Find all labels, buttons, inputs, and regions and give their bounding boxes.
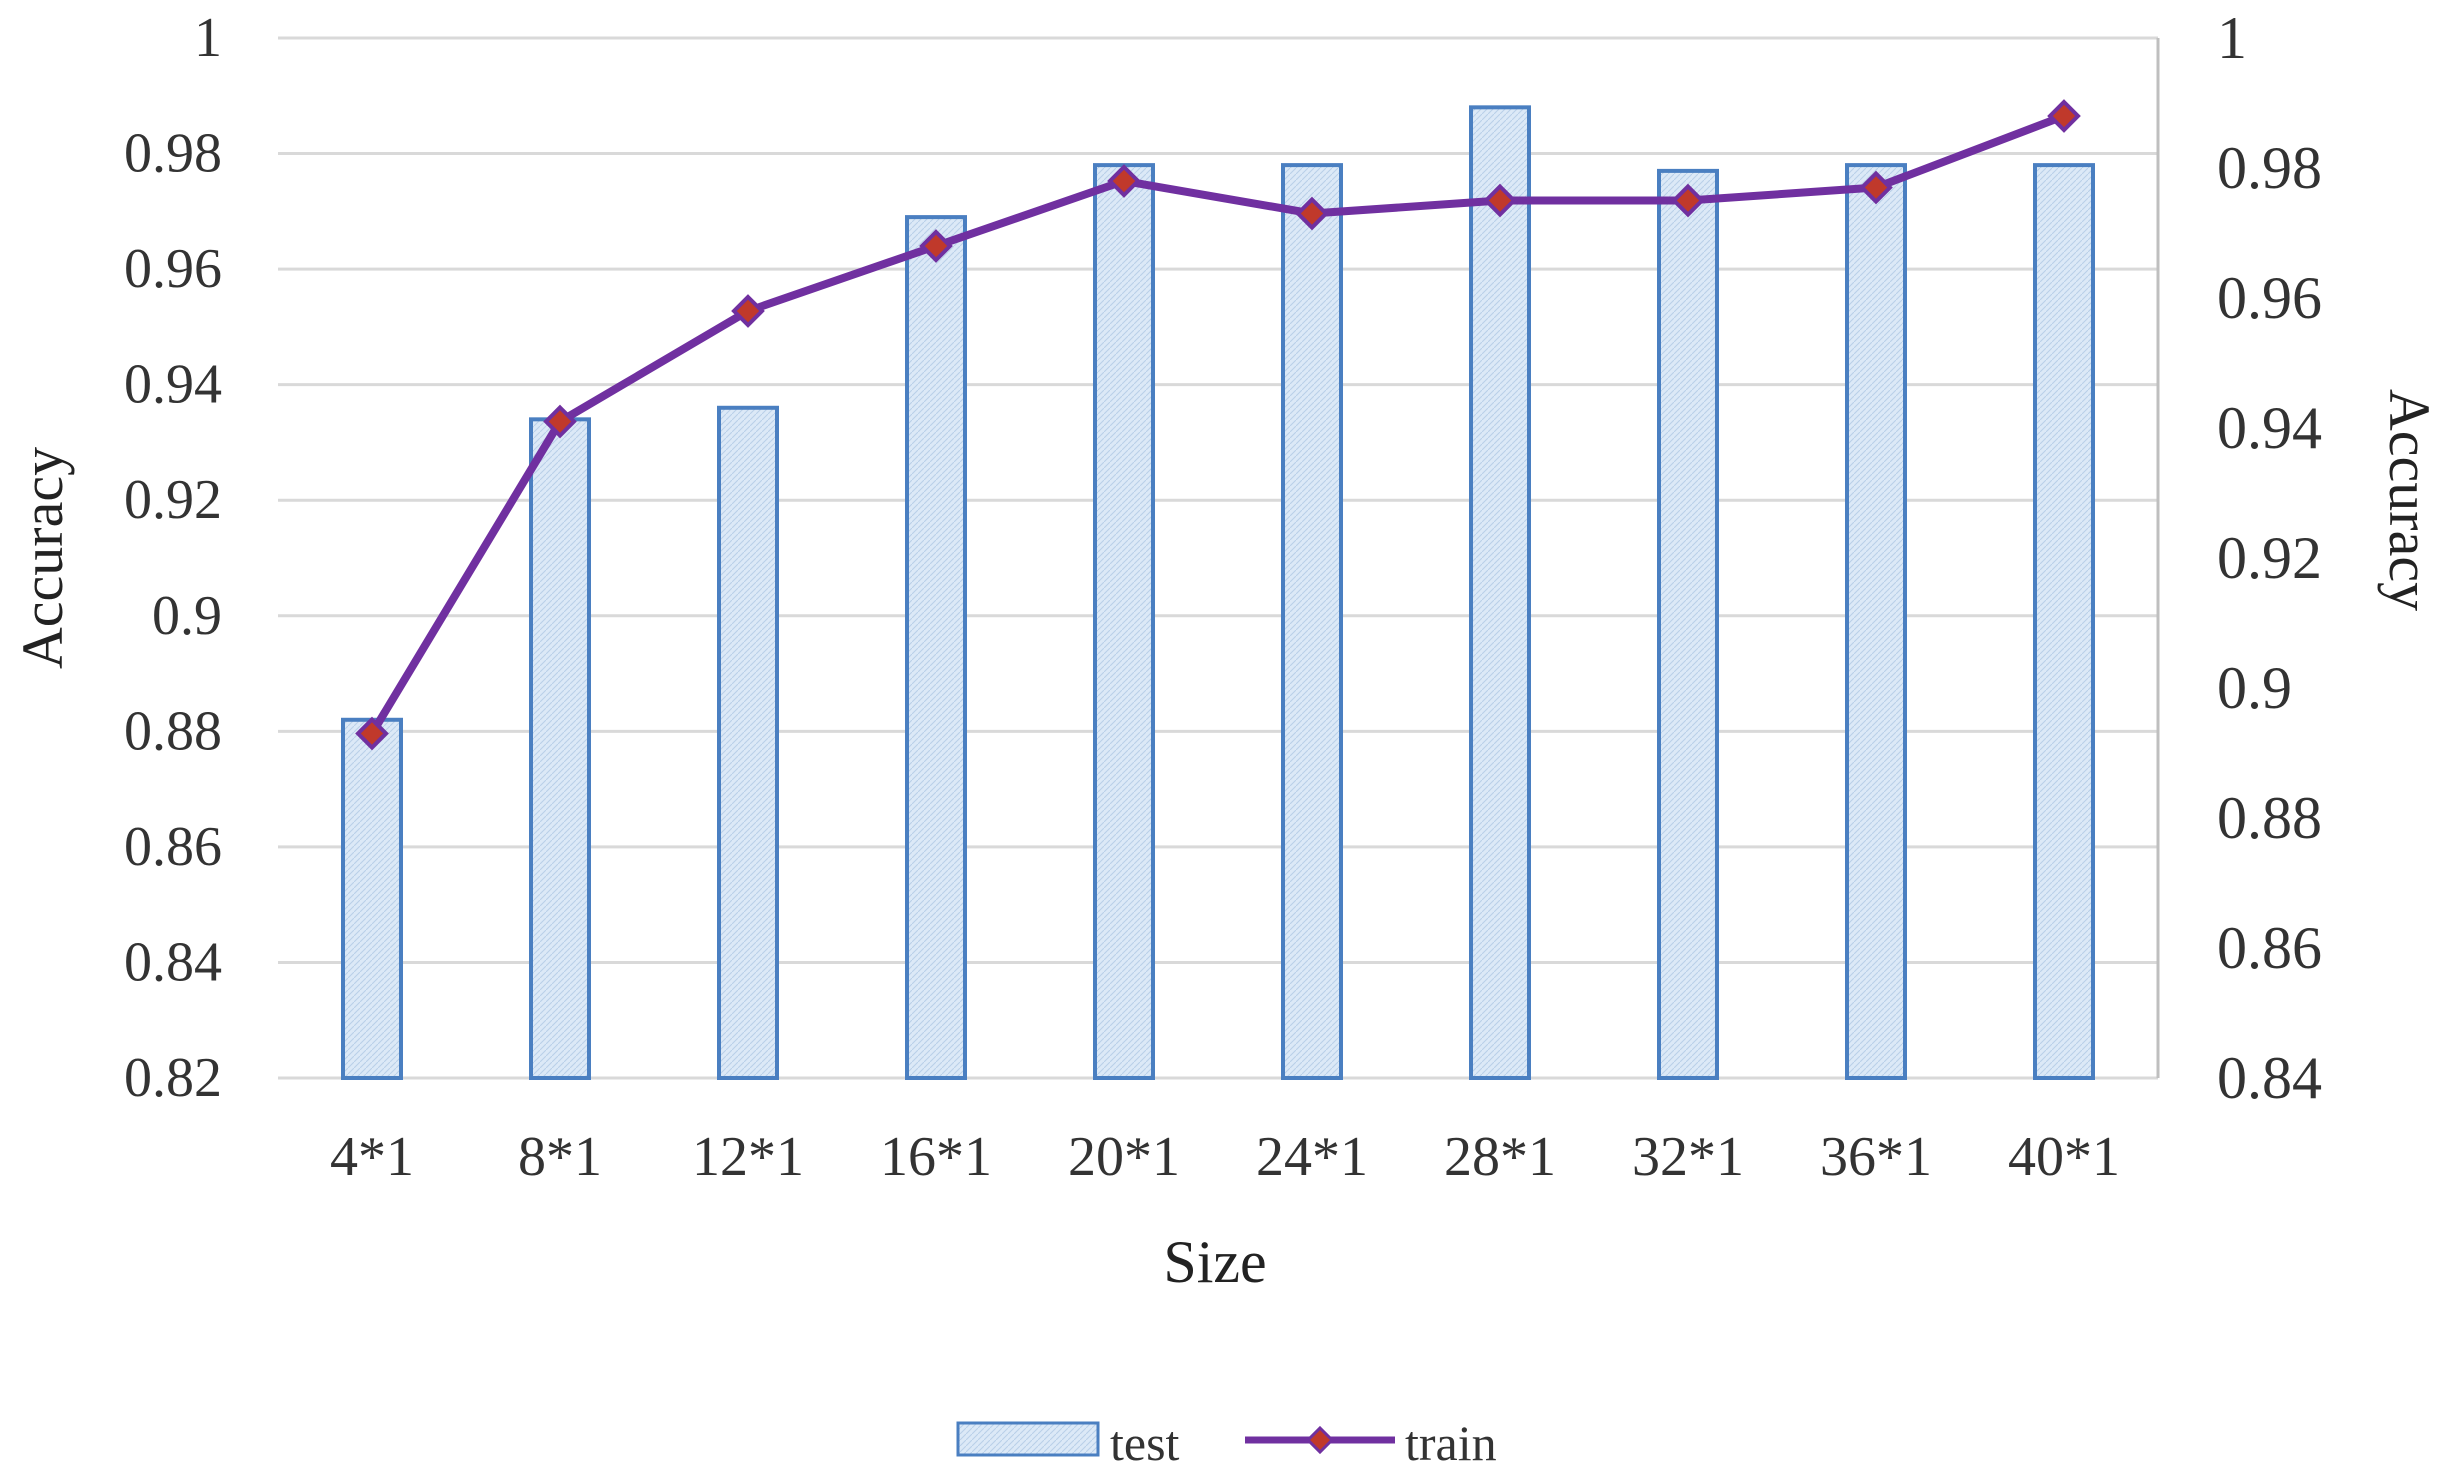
x-tick-label: 40*1 — [2008, 1126, 2120, 1188]
x-tick-label: 4*1 — [330, 1126, 414, 1188]
y-tick-label: 0.9 — [152, 585, 222, 647]
point-train — [355, 716, 389, 751]
y2-axis-title: Accuracy — [2377, 389, 2437, 611]
y-tick-label: 0.98 — [124, 123, 222, 185]
bar-test — [1469, 105, 1531, 1081]
x-tick-label: 32*1 — [1632, 1126, 1744, 1188]
x-tick-label: 16*1 — [880, 1126, 992, 1188]
bar-test — [1093, 163, 1155, 1081]
bar-test — [341, 717, 403, 1080]
point-train — [1671, 183, 1705, 218]
y-tick-label: 0.82 — [124, 1047, 222, 1109]
bar-test — [1657, 168, 1719, 1080]
point-train — [1295, 196, 1329, 231]
y2-tick-label: 0.98 — [2217, 135, 2322, 201]
y2-tick-label: 0.84 — [2217, 1045, 2322, 1111]
x-tick-label: 8*1 — [518, 1126, 602, 1188]
legend-swatch-test — [956, 1421, 1100, 1457]
bar-test — [529, 417, 591, 1081]
y-tick-label: 0.88 — [124, 700, 222, 762]
point-train — [1107, 164, 1141, 198]
legend: test train — [956, 1415, 1497, 1471]
y2-tick-label: 0.96 — [2217, 265, 2322, 331]
line-train — [368, 112, 2066, 736]
y2-tick-label: 0.86 — [2217, 915, 2322, 981]
point-train — [543, 404, 577, 439]
bar-test — [2033, 163, 2095, 1081]
bar-test — [1845, 163, 1907, 1081]
y2-tick-label: 0.88 — [2217, 785, 2322, 851]
y-tick-label: 1 — [194, 7, 222, 69]
y-tick-label: 0.96 — [124, 238, 222, 300]
axes: 0.82 0.84 0.86 0.88 0.9 0.92 0.94 0.96 0.98 1 0.84… — [124, 5, 2322, 1188]
legend-label-test: test — [1110, 1415, 1180, 1471]
point-train — [1483, 183, 1517, 218]
x-tick-label: 24*1 — [1256, 1126, 1368, 1188]
test-bars — [341, 105, 2095, 1081]
y2-tick-label: 1 — [2217, 5, 2247, 71]
gridlines — [278, 36, 2158, 1080]
x-tick-label: 36*1 — [1820, 1126, 1932, 1188]
y-tick-label: 0.84 — [124, 931, 222, 993]
y2-tick-label: 0.92 — [2217, 525, 2322, 591]
y-tick-label: 0.94 — [124, 354, 222, 416]
y2-tick-label: 0.94 — [2217, 395, 2322, 461]
x-tick-label: 20*1 — [1068, 1126, 1180, 1188]
y-tick-label: 0.86 — [124, 816, 222, 878]
x-axis-title: Size — [1163, 1229, 1266, 1295]
point-train — [2047, 99, 2081, 133]
y-axis-title: Accuracy — [10, 447, 75, 669]
point-train — [1859, 170, 1893, 205]
y2-tick-label: 0.9 — [2217, 655, 2292, 721]
point-train — [919, 229, 953, 263]
bar-test — [717, 405, 779, 1080]
bar-test — [1281, 163, 1343, 1081]
bar-test — [905, 215, 967, 1081]
legend-swatch-train-marker — [1305, 1425, 1335, 1455]
legend-label-train: train — [1405, 1415, 1497, 1471]
x-tick-label: 28*1 — [1444, 1126, 1556, 1188]
point-train — [731, 294, 765, 328]
x-tick-label: 12*1 — [692, 1126, 804, 1188]
train-line — [355, 99, 2081, 751]
y-tick-label: 0.92 — [124, 469, 222, 531]
axis-labels: Accuracy Accuracy Size — [10, 389, 2437, 1295]
